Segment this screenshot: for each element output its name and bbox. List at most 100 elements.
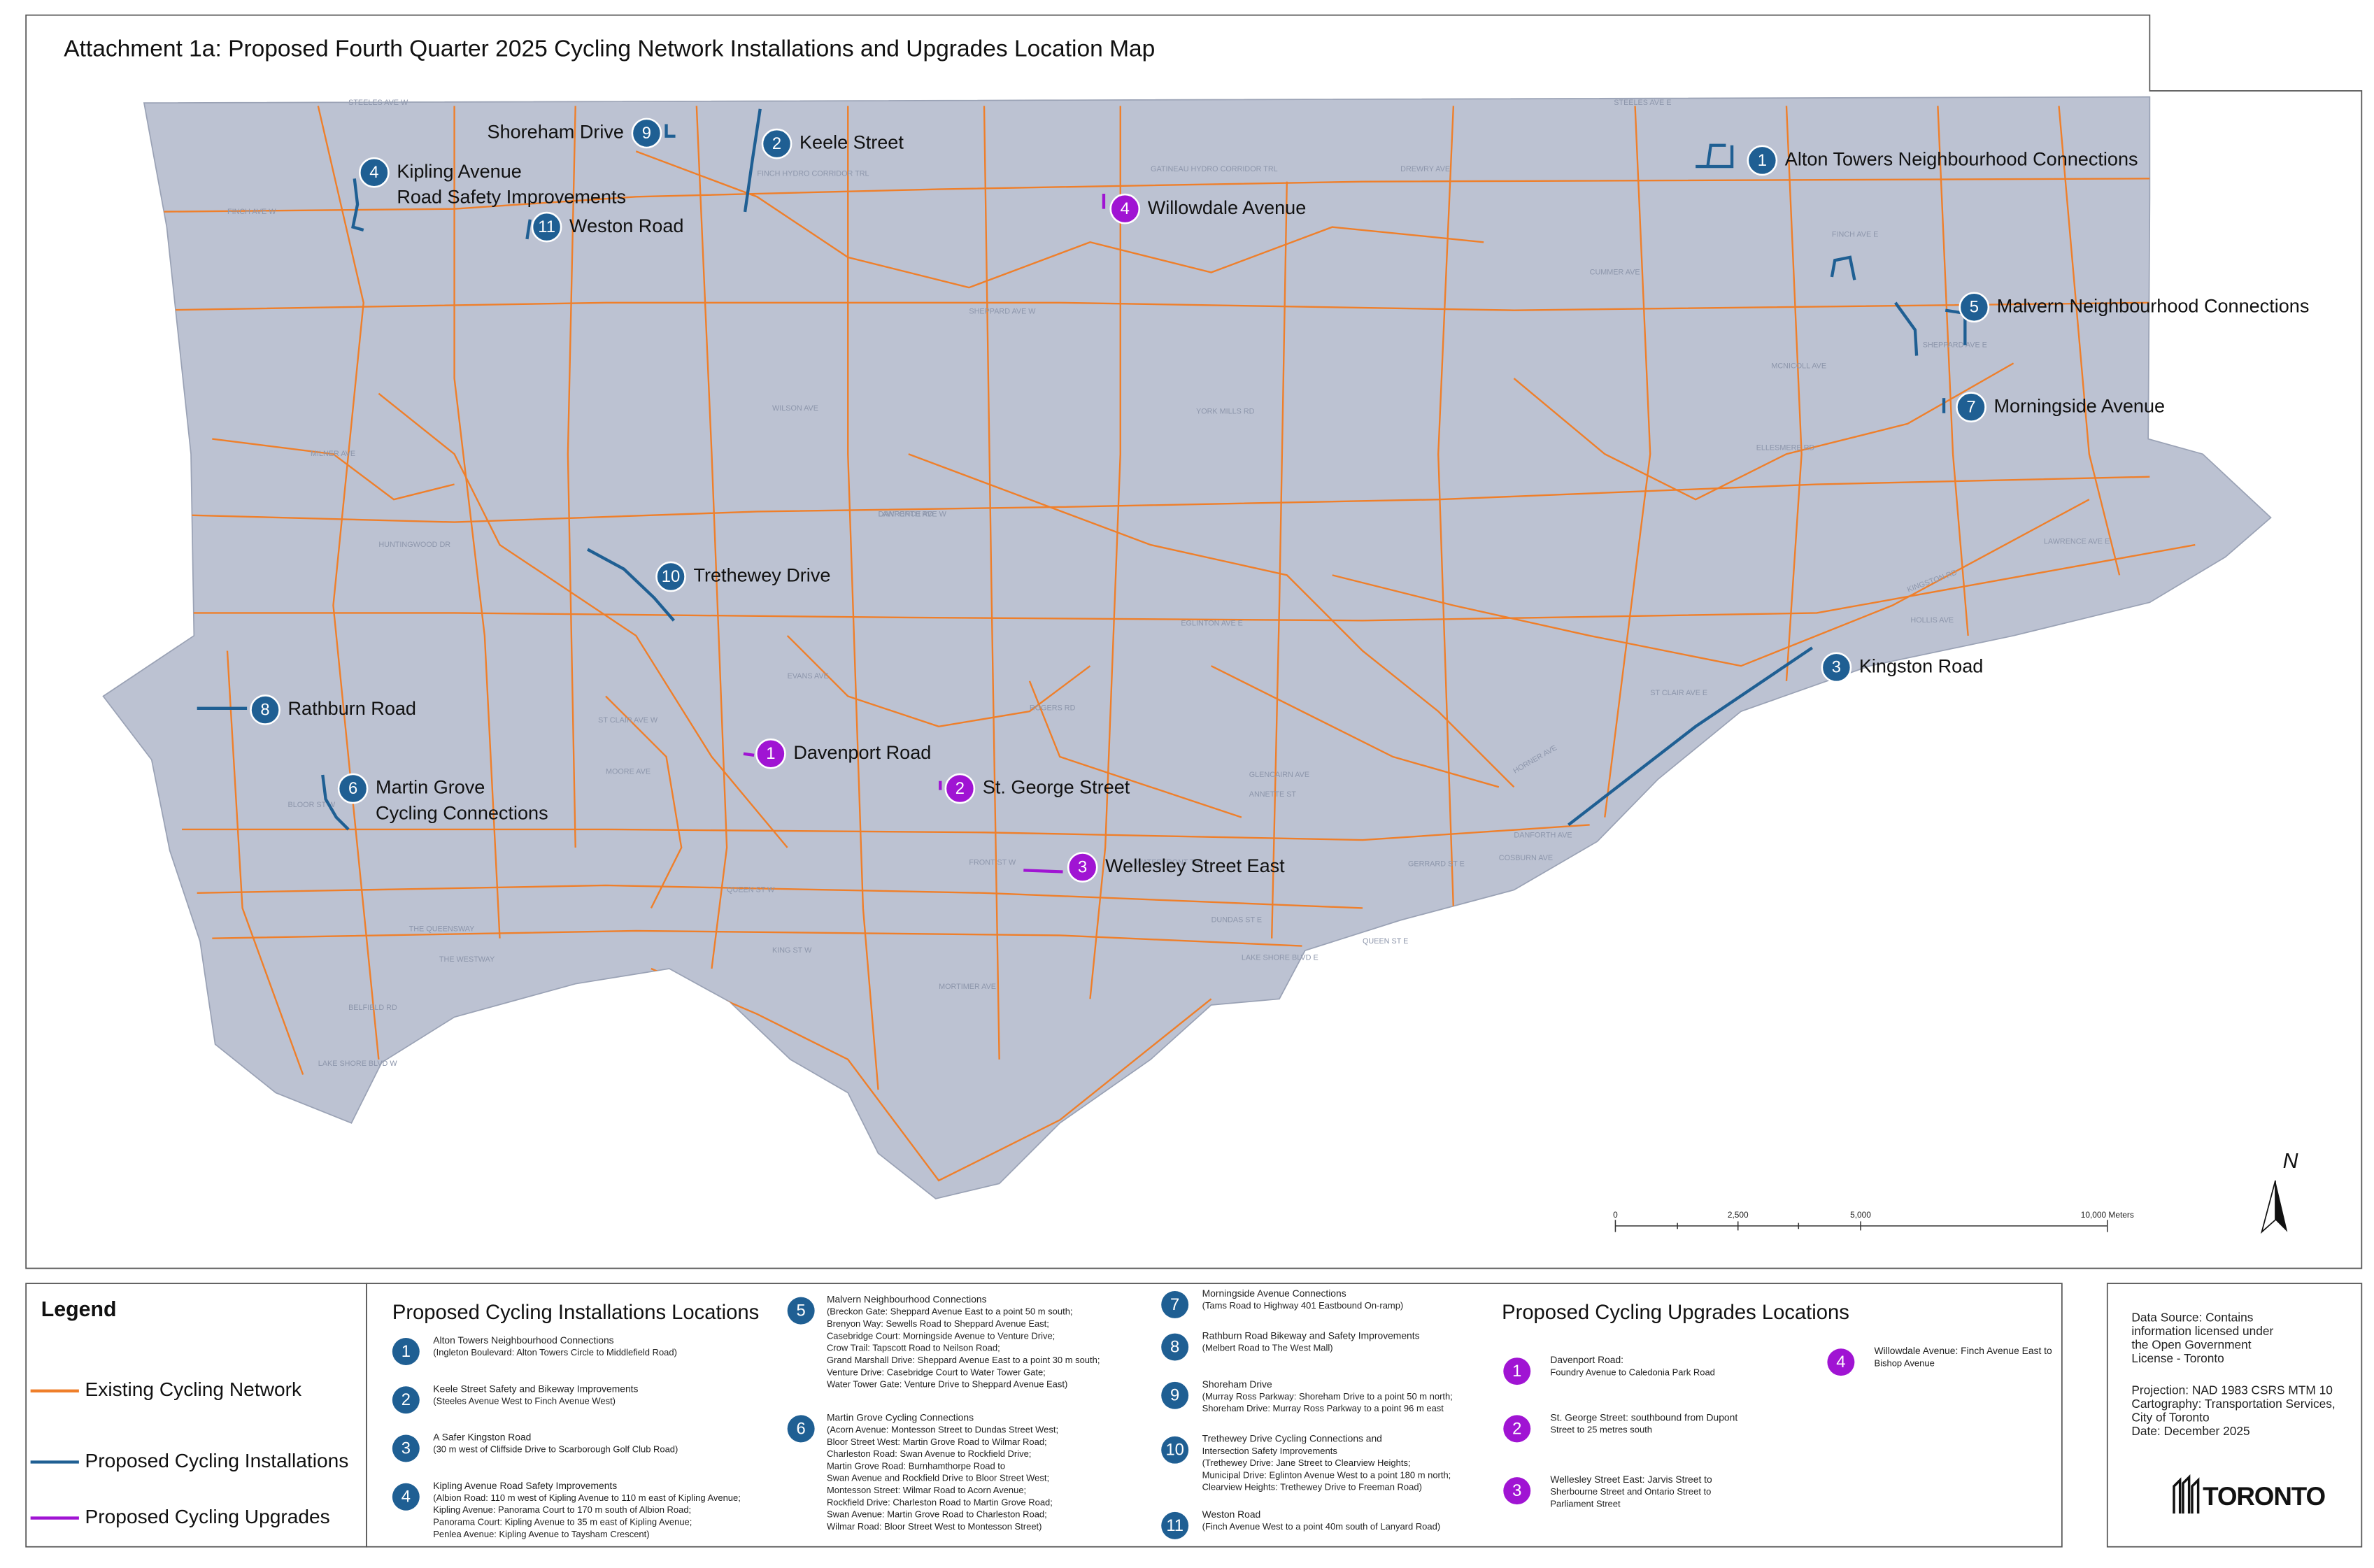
network-line (1937, 106, 1969, 636)
legend-item: Proposed Cycling Installations (85, 1450, 349, 1471)
installation-list-line: Montesson Street: Wilmar Road to Acorn A… (827, 1485, 1026, 1495)
installation-list-line: (Acorn Avenue: Montesson Street to Dunda… (827, 1424, 1058, 1434)
installation-list-number: 8 (1170, 1337, 1179, 1356)
installation-list-line: Alton Towers Neighbourhood Connections (433, 1334, 613, 1346)
installation-list-line: Bloor Street West: Martin Grove Road to … (827, 1437, 1047, 1447)
installation-list-line: (Finch Avenue West to a point 40m south … (1202, 1521, 1441, 1532)
network-line (786, 635, 1091, 727)
network-line (983, 106, 1000, 1060)
network-line (1513, 362, 2014, 501)
existing-network (106, 106, 2196, 1182)
street-label: EVANS AVE (788, 672, 829, 680)
segment-10 (586, 548, 676, 622)
north-arrow: N (2260, 1150, 2298, 1234)
installation-list-line: Venture Drive: Casebridge Court to Water… (827, 1367, 1046, 1377)
upgrade-marker (944, 773, 976, 804)
upgrade-marker (1067, 852, 1098, 883)
installation-marker-number: 7 (1966, 398, 1975, 417)
installation-list-line: Crow Trail: Tapscott Road to Neilson Roa… (827, 1343, 1000, 1353)
network-line (1270, 181, 1288, 939)
upgrade-marker-number: 1 (766, 744, 775, 763)
installation-list-line: Shoreham Drive (1202, 1378, 1272, 1390)
installation-list-line: Swan Avenue and Rockfield Drive to Bloor… (827, 1473, 1049, 1483)
street-label: FRONT ST W (969, 858, 1016, 867)
installation-list-line: Kipling Avenue: Panorama Court to 170 m … (433, 1504, 691, 1515)
segment-2 (743, 108, 762, 213)
installation-list-number: 2 (401, 1390, 411, 1409)
upgrade-list-line: Sherbourne Street and Ontario Street to (1550, 1486, 1711, 1497)
street-label: THE WESTWAY (439, 955, 495, 964)
upgrade-marker-number: 2 (955, 779, 965, 798)
location-lists: 1 Alton Towers Neighbourhood Connections (… (392, 1288, 2052, 1539)
north-label: N (2283, 1150, 2298, 1173)
installation-list-marker (1161, 1436, 1189, 1464)
network-line (166, 476, 2150, 523)
street-label: LAWRENCE AVE E (2044, 538, 2110, 546)
segment-11 (525, 219, 532, 240)
installation-marker (1747, 145, 1778, 176)
network-line (1332, 499, 2090, 667)
street-label: BLOOR ST W (288, 801, 336, 809)
installation-list-line: Martin Grove Road: Burnhamthorpe Road to (827, 1460, 1005, 1471)
street-label: DUNDAS ST E (1211, 916, 1263, 925)
installation-list-line: Brenyon Way: Sewells Road to Sheppard Av… (827, 1318, 1049, 1329)
installation-marker-number: 8 (260, 700, 269, 719)
map-title: Attachment 1a: Proposed Fourth Quarter 2… (64, 36, 1155, 62)
installation-list-marker (1161, 1511, 1189, 1539)
city-area (102, 96, 2272, 1199)
installation-marker (761, 128, 792, 159)
street-label: FINCH AVE W (227, 208, 276, 216)
installation-list-line: Panorama Court: Kipling Avenue to 35 m e… (433, 1516, 692, 1527)
installation-list-line: Morningside Avenue Connections (1202, 1288, 1346, 1299)
installation-list-line: Trethewey Drive Cycling Connections and (1202, 1433, 1382, 1444)
installation-list-line: Shoreham Drive: Murray Ross Parkway to a… (1202, 1403, 1444, 1413)
legend-item: Existing Cycling Network (85, 1378, 302, 1400)
network-line (106, 543, 2196, 622)
street-label: DANFORTH RD (879, 511, 934, 519)
network-line (1437, 106, 1455, 908)
legend-item: Proposed Cycling Upgrades (85, 1506, 330, 1527)
street-label: ANNETTE ST (1249, 790, 1297, 799)
legend-box (25, 1283, 367, 1548)
scale-line (1614, 1220, 2108, 1232)
street-label: LAKE SHORE BLVD W (318, 1060, 398, 1068)
segment-3 (1568, 646, 1813, 827)
installation-map-label: Martin Grove (376, 777, 485, 798)
installation-map-label: Malvern Neighbourhood Connections (1997, 295, 2310, 316)
street-label: GATINEAU HYDRO CORRIDOR TRL (1151, 165, 1278, 173)
installation-marker (359, 157, 390, 188)
installation-marker-number: 6 (348, 779, 357, 798)
upgrades-list-title: Proposed Cycling Upgrades Locations (1502, 1302, 1849, 1324)
installation-list-line: Grand Marshall Drive: Sheppard Avenue Ea… (827, 1355, 1100, 1365)
street-label: KING ST W (772, 946, 812, 955)
street-label: EGLINTON AVE E (1181, 619, 1243, 627)
street-label: LAKE SHORE BLVD E (1242, 954, 1319, 962)
installation-map-label: Weston Road (569, 215, 683, 236)
installation-list-line: Rockfield Drive: Charleston Road to Mart… (827, 1497, 1053, 1507)
upgrade-list-line: Parliament Street (1550, 1499, 1621, 1509)
street-label: MCNICOLL AVE (1771, 362, 1826, 371)
street-label: WILSON AVE (772, 404, 818, 413)
upgrade-list-number: 1 (1512, 1362, 1521, 1381)
segment-9 (664, 124, 676, 138)
upgrade-list-number: 3 (1512, 1481, 1521, 1500)
installation-list-number: 3 (401, 1439, 411, 1457)
source-line: Data Source: Contains (2131, 1311, 2253, 1325)
installation-map-label: Road Safety Improvements (397, 187, 626, 208)
installation-list-line: Keele Street Safety and Bikeway Improvem… (433, 1383, 638, 1394)
upgrade-marker (1109, 193, 1141, 224)
upgrade-marker-number: 3 (1078, 857, 1087, 876)
street-label: FINCH AVE E (1832, 230, 1878, 238)
network-line (908, 453, 1515, 788)
upgrade-list-line: St. George Street: southbound from Dupon… (1550, 1411, 1737, 1423)
installation-list-marker (392, 1386, 420, 1414)
scale-label: 0 (1613, 1210, 1618, 1220)
street-label: MORTIMER AVE (939, 983, 996, 991)
installations-list-title: Proposed Cycling Installations Locations (392, 1302, 759, 1324)
street-label: STEELES AVE W (348, 99, 408, 107)
upgrade-list-line: Foundry Avenue to Caledonia Park Road (1550, 1367, 1715, 1377)
street-label: SHEPPARD AVE W (969, 308, 1036, 316)
source-box (2106, 1283, 2363, 1548)
street-label: ST CLAIR AVE E (1650, 689, 1707, 697)
installation-list-line: Wilmar Road: Bloor Street West to Montes… (827, 1521, 1042, 1532)
